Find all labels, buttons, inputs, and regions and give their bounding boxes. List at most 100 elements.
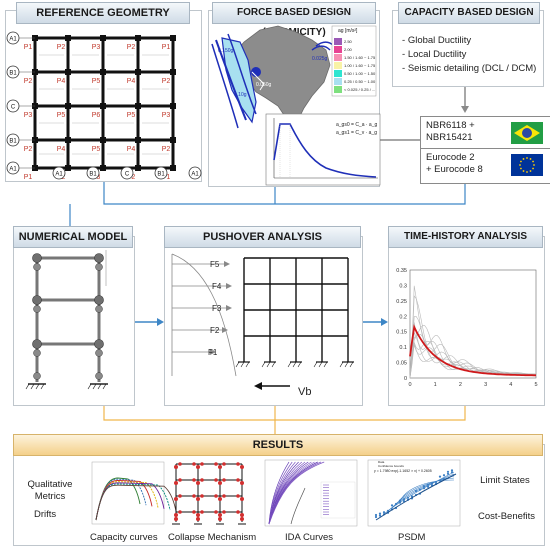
plastic-hinge (200, 462, 204, 466)
force-label-f1: F1 (208, 348, 218, 357)
row-axis-label: B1 (9, 71, 17, 77)
plastic-hinge (174, 517, 178, 521)
plastic-hinge (174, 497, 178, 501)
support-hatch (261, 361, 266, 368)
plot-area (409, 269, 537, 379)
psdm-fit-equation: y = 1.7980 exp(-1.1652 × x) + 0.2605 (374, 469, 432, 473)
psdm-point (378, 514, 382, 517)
map-legend-item: 1.00 / 1.60 ~ 1.75 (344, 63, 376, 68)
plastic-hinge (222, 494, 226, 498)
psdm-legend-bounds: Confidence bounds (378, 464, 404, 468)
plastic-hinge (178, 478, 182, 482)
plastic-hinge (32, 339, 42, 349)
y-tick-label: 0.15 (396, 330, 407, 336)
thumb-label-collapse-mechanism: Collapse Mechanism (168, 532, 257, 543)
plastic-hinge (240, 517, 244, 521)
base-shear-arrowhead (254, 382, 262, 390)
column-label: P5 (57, 112, 66, 119)
column-label: P1 (162, 44, 171, 51)
ida-curve (290, 487, 306, 525)
y-tick-label: 0.1 (399, 345, 407, 351)
plastic-hinge (95, 372, 103, 380)
response-spectrum-chart (265, 113, 381, 186)
eu-star (529, 170, 532, 172)
force-arrowhead (210, 349, 216, 355)
eu-star (522, 158, 525, 160)
thumb-label-capacity-curves: Capacity curves (90, 532, 158, 543)
plastic-hinge (218, 513, 222, 517)
eu-star (522, 170, 525, 172)
column (100, 137, 106, 143)
force-arrowhead (224, 261, 230, 267)
plastic-hinge (192, 510, 196, 514)
column-label: P2 (24, 78, 33, 85)
plastic-hinge (95, 263, 103, 271)
x-tick-label: 3 (484, 382, 487, 388)
x-tick-label: 4 (509, 382, 512, 388)
psdm-point (382, 511, 386, 514)
map-legend-item: 2.50 (344, 39, 352, 44)
row-axis-label: A1 (9, 167, 17, 173)
plastic-hinge (174, 465, 178, 469)
brazil-flag-icon (511, 122, 543, 144)
psdm-point (374, 513, 378, 517)
force-arrowhead (222, 327, 228, 333)
force-arrowhead (226, 305, 232, 311)
column (65, 103, 71, 109)
results-label-limit-states: Limit States (480, 475, 530, 486)
eu-flag-icon (511, 154, 543, 176)
row-axis-label: B1 (9, 139, 17, 145)
column (100, 165, 106, 171)
support-hatch (87, 383, 92, 390)
plastic-hinge (192, 478, 196, 482)
time-history-title: TIME-HISTORY ANALYSIS (388, 226, 543, 248)
psdm-point (446, 470, 450, 473)
psdm-point (378, 512, 382, 515)
capacity-based-title: CAPACITY BASED DESIGN (398, 2, 540, 24)
x-tick-label: 2 (459, 382, 462, 388)
capacity-curves-thumb (91, 461, 177, 525)
map-legend-title: ag [m/s²] (338, 28, 358, 34)
plastic-hinge (196, 465, 200, 469)
force-label-f5: F5 (210, 260, 220, 269)
column-label: P4 (127, 78, 136, 85)
psdm-point (410, 495, 414, 498)
column-label: P4 (57, 146, 66, 153)
support-hatch (240, 361, 245, 368)
plastic-hinge (196, 513, 200, 517)
plastic-hinge (240, 481, 244, 485)
numerical-model-panel (13, 236, 135, 406)
plastic-hinge (236, 494, 240, 498)
spectrum-eq-2: a_gs1 = C_v · a_g (336, 130, 377, 136)
column (170, 103, 176, 109)
capacity-bullets: - Global Ductility - Local Ductility - S… (402, 34, 536, 76)
load-profile (171, 253, 237, 377)
column-label: P2 (162, 146, 171, 153)
column-label: P6 (92, 112, 101, 119)
numerical-model-frame (25, 250, 108, 390)
base-shear-label: Vb (298, 386, 312, 398)
eu-star (526, 157, 528, 159)
column (170, 35, 176, 41)
column-label: P4 (57, 78, 66, 85)
code-line: + Eurocode 8 (426, 164, 483, 175)
col-axis-label: B1 (89, 172, 97, 178)
eu-star (532, 160, 534, 163)
col-axis-bubble (154, 166, 168, 180)
map-legend-items: 2.50 2.00 1.50 / 1.60 ~ 1.75 1.00 / 1.60… (344, 38, 375, 94)
row-axis-label: A1 (9, 37, 17, 43)
code-box-eurocode: Eurocode 2 + Eurocode 8 (420, 148, 550, 184)
col-axis-bubble (52, 166, 66, 180)
column-label: P1 (24, 174, 33, 181)
x-tick-label: 1 (434, 382, 437, 388)
plastic-hinge (222, 510, 226, 514)
column-label: P5 (92, 146, 101, 153)
psdm-point (390, 504, 394, 507)
column-label: P3 (24, 112, 33, 119)
eu-star (526, 171, 528, 173)
column (65, 69, 71, 75)
col-axis-label: C (125, 172, 130, 178)
support-hatch (35, 383, 40, 390)
column (65, 35, 71, 41)
col-axis-label: B1 (157, 172, 165, 178)
